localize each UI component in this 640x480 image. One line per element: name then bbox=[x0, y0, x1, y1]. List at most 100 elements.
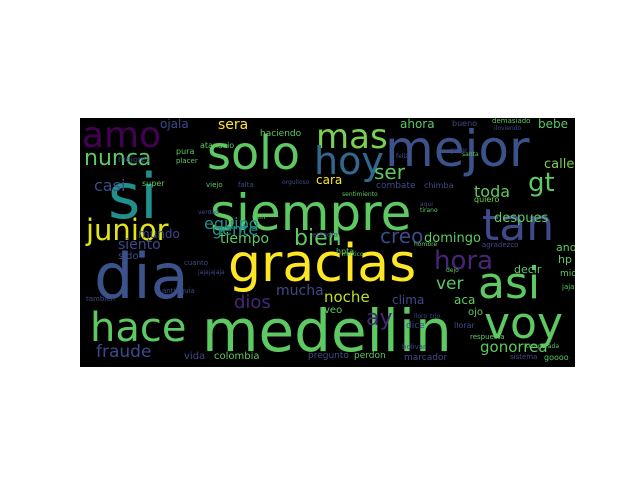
word-bien: bien bbox=[294, 226, 342, 251]
word-dejo: dejo bbox=[446, 267, 459, 274]
word-respuesta: respuesta bbox=[470, 333, 505, 341]
word-hora: hora bbox=[434, 246, 494, 276]
word-solo: solo bbox=[207, 126, 301, 180]
word-aca: aca bbox=[454, 293, 476, 307]
word-hpta: hpta bbox=[336, 247, 355, 256]
word-equipo: equipo bbox=[204, 214, 259, 233]
word-perdon: perdon bbox=[354, 351, 386, 361]
word-veo: veo bbox=[324, 305, 343, 316]
word-siento: siento bbox=[118, 237, 161, 253]
word-mas: mas bbox=[316, 118, 388, 157]
word-tan: tan bbox=[482, 200, 555, 251]
word-chimba: chimba bbox=[424, 181, 454, 190]
word-voy: voy bbox=[484, 298, 563, 349]
word-hoy: hoy bbox=[314, 139, 384, 183]
word-ay: ay bbox=[366, 306, 393, 331]
word-antioquia: antioquia bbox=[162, 287, 195, 295]
word-clima: clima bbox=[392, 293, 425, 307]
word-trio: trio bbox=[430, 313, 441, 320]
word-lloro: lloro bbox=[414, 313, 428, 320]
word-sistema: sistema bbox=[510, 353, 538, 361]
word-mucha: mucha bbox=[276, 283, 324, 299]
word-noche: noche bbox=[324, 288, 370, 306]
word-ahora: ahora bbox=[400, 118, 435, 131]
word-medellin: medellin bbox=[202, 297, 452, 365]
word-fraude: fraude bbox=[96, 342, 152, 362]
word-calle: calle bbox=[544, 157, 575, 172]
word-toda: toda bbox=[474, 182, 511, 201]
word-hp: hp bbox=[558, 253, 572, 266]
word-sentimiento: sentimiento bbox=[342, 191, 378, 198]
word-demasiado: demasiado bbox=[492, 118, 531, 125]
word-dia: dia bbox=[94, 240, 189, 313]
word-dice: dice bbox=[406, 321, 425, 331]
word-mejor: mejor bbox=[385, 120, 530, 178]
word-bebe: bebe bbox=[538, 118, 568, 131]
word-temporada: temporada bbox=[526, 343, 559, 350]
word-bueno: bueno bbox=[452, 119, 478, 128]
word-cara: cara bbox=[316, 173, 343, 187]
word-tirano: tirano bbox=[420, 207, 438, 214]
word-asi: asi bbox=[478, 258, 541, 309]
word-tambien: tambien bbox=[86, 295, 115, 303]
word-gt: gt bbox=[528, 168, 555, 198]
word-rain: rain bbox=[252, 213, 266, 221]
word-estadio: estadio bbox=[312, 231, 338, 239]
word-ser: ser bbox=[374, 160, 405, 184]
word-hombre: hombre bbox=[414, 241, 438, 248]
word-cuanto: cuanto bbox=[184, 259, 209, 267]
word-colombia: colombia bbox=[214, 351, 260, 362]
word-verdad: verdad bbox=[198, 209, 219, 216]
word-gente: gente bbox=[212, 220, 259, 239]
word-decir: decir bbox=[514, 263, 542, 276]
word-ver: ver bbox=[436, 274, 464, 294]
word-mexico: mexico bbox=[342, 251, 364, 258]
word-falta: falta bbox=[238, 181, 254, 189]
word-sido: sido bbox=[118, 251, 139, 262]
word-ganar: ganar bbox=[450, 147, 468, 154]
word-quiero: quiero bbox=[474, 195, 500, 204]
word-amo: amo bbox=[82, 118, 162, 156]
word-nunca: nunca bbox=[84, 146, 152, 171]
word-mejores: mejores bbox=[118, 155, 151, 164]
word-gonorrea: gonorrea bbox=[480, 338, 548, 356]
word-ojala: ojala bbox=[160, 118, 189, 131]
word-pura: pura bbox=[176, 147, 195, 156]
word-pregunto: pregunto bbox=[308, 351, 349, 361]
word-agradezco: agradezco bbox=[482, 241, 519, 249]
word-mundo: mundo bbox=[138, 227, 180, 241]
word-creo: creo bbox=[380, 224, 424, 248]
word-despues: despues bbox=[494, 211, 549, 226]
word-marcador: marcador bbox=[404, 353, 448, 363]
word-haciendo: haciendo bbox=[260, 129, 302, 139]
word-jajajajaja: jajajajaja bbox=[198, 269, 225, 276]
word-goooo: goooo bbox=[544, 353, 569, 362]
word-combate: combate bbox=[376, 181, 416, 191]
word-dios: dios bbox=[234, 292, 271, 313]
word-super: super bbox=[142, 179, 165, 188]
word-orgulloso: orgulloso bbox=[282, 179, 310, 186]
word-mio: mio bbox=[560, 269, 575, 279]
word-cloud-panel: si siempre gracias dia medellin mejor so… bbox=[80, 118, 575, 367]
word-viejo: viejo bbox=[206, 181, 223, 189]
word-jaja: jaja bbox=[562, 283, 575, 291]
word-ano: ano bbox=[556, 241, 575, 254]
word-iloviendo: iloviendo bbox=[494, 125, 522, 132]
word-gracias: gracias bbox=[228, 234, 417, 294]
word-sera: sera bbox=[218, 118, 249, 133]
word-tiempo: tiempo bbox=[220, 231, 270, 247]
word-siempre: siempre bbox=[210, 184, 412, 242]
word-placer: placer bbox=[176, 157, 198, 165]
word-junior: junior bbox=[86, 213, 169, 247]
word-ojo: ojo bbox=[468, 307, 484, 318]
word-vida: vida bbox=[184, 351, 206, 362]
word-hace: hace bbox=[90, 305, 187, 351]
word-santa: santa bbox=[462, 151, 479, 158]
word-aqui: aqui bbox=[420, 201, 433, 208]
word-casi: casi bbox=[94, 176, 126, 195]
word-feliz: feliz bbox=[396, 153, 409, 160]
word-atanasio: atanasio bbox=[200, 141, 235, 150]
word-domingo: domingo bbox=[424, 231, 481, 246]
word-llorar: llorar bbox=[454, 321, 475, 330]
word-si: si bbox=[108, 160, 158, 233]
